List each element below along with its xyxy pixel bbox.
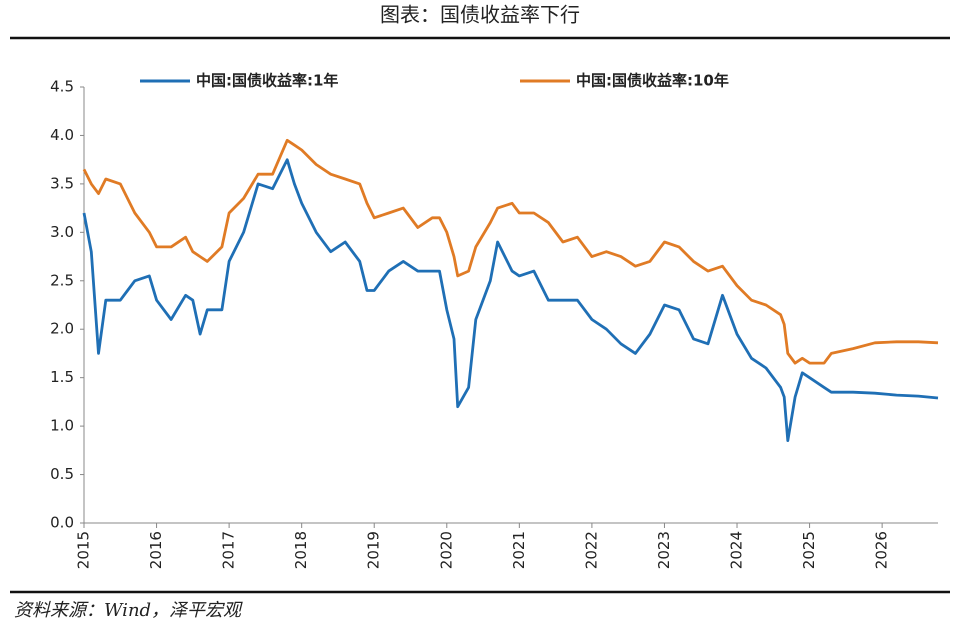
y-tick-label: 2.0 [50, 320, 74, 338]
y-tick-label: 2.5 [50, 271, 74, 289]
x-tick-label: 2017 [220, 531, 238, 569]
x-tick-label: 2019 [365, 531, 383, 569]
x-tick-label: 2026 [873, 531, 891, 569]
x-tick-label: 2021 [510, 531, 528, 569]
y-tick-label: 3.5 [50, 174, 74, 192]
y-tick-label: 0.5 [50, 465, 74, 483]
x-tick-label: 2015 [75, 531, 93, 569]
legend-label: 中国:国债收益率:1年 [196, 72, 338, 90]
x-tick-label: 2024 [728, 531, 746, 569]
x-tick-label: 2016 [147, 531, 165, 569]
y-tick-label: 3.0 [50, 223, 74, 241]
legend-label: 中国:国债收益率:10年 [576, 72, 729, 90]
x-tick-label: 2020 [437, 531, 455, 569]
x-tick-label: 2025 [800, 531, 818, 569]
x-tick-label: 2018 [292, 531, 310, 569]
y-tick-label: 1.0 [50, 417, 74, 435]
x-tick-label: 2023 [655, 531, 673, 569]
y-tick-label: 1.5 [50, 368, 74, 386]
x-tick-label: 2022 [582, 531, 600, 569]
y-tick-label: 4.0 [50, 126, 74, 144]
series-line [82, 138, 939, 365]
y-tick-label: 4.5 [50, 78, 74, 96]
y-tick-label: 0.0 [50, 514, 74, 532]
source: 资料来源：Wind，泽平宏观 [14, 600, 243, 621]
chart-title: 图表：国债收益率下行 [380, 3, 580, 27]
series-line [82, 158, 939, 442]
